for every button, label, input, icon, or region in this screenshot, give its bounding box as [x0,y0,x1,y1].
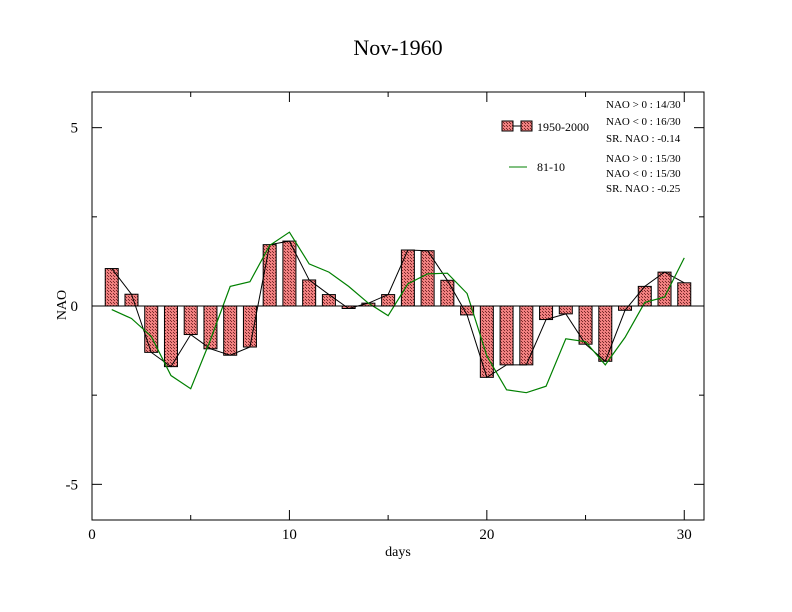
x-tick-label: 0 [88,527,96,543]
bar [440,279,455,307]
bar [163,305,178,368]
line-series-group [111,231,685,394]
bar [223,305,238,356]
bar [124,293,139,307]
x-axis-label: days [385,545,411,560]
stats-1950-2000-sr: SR. NAO : -0.14 [606,133,681,145]
legend-label-81-10: 81-10 [537,160,565,174]
stats-81-10-negative: NAO < 0 : 15/30 [606,168,681,180]
legend-swatch-left [501,120,514,132]
x-tick-label: 30 [677,527,692,543]
legend-swatch-right [520,120,533,132]
line-series-81-10 [111,231,685,394]
bar [677,282,692,307]
bar [578,305,593,345]
line-series-1950-2000 [111,240,685,379]
stats-1950-2000-negative: NAO < 0 : 16/30 [606,116,681,128]
bar [242,305,257,348]
bar [499,305,514,366]
bar [400,249,415,307]
y-tick-label: 0 [71,299,79,315]
bar [519,305,534,366]
chart-legend: 1950-2000 81-10 NAO > 0 : 14/30 NAO < 0 … [501,99,681,195]
chart-title: Nov-1960 [353,35,442,60]
bar-series-1950-2000 [104,240,692,378]
axes-group: 0 10 20 30 -5 0 5 [66,91,705,543]
stats-1950-2000-positive: NAO > 0 : 14/30 [606,99,681,111]
bar [539,305,554,321]
bar [183,305,198,336]
stats-81-10-sr: SR. NAO : -0.25 [606,183,681,195]
x-tick-label: 20 [479,527,494,543]
bar [321,294,336,307]
bar [420,250,435,307]
y-tick-label: 5 [71,121,79,137]
y-tick-label: -5 [66,477,79,493]
stats-81-10-positive: NAO > 0 : 15/30 [606,153,681,165]
y-axis-label: NAO [55,290,70,320]
bar [598,305,613,362]
bar [558,305,573,315]
x-tick-label: 10 [282,527,297,543]
legend-label-1950-2000: 1950-2000 [537,120,589,134]
